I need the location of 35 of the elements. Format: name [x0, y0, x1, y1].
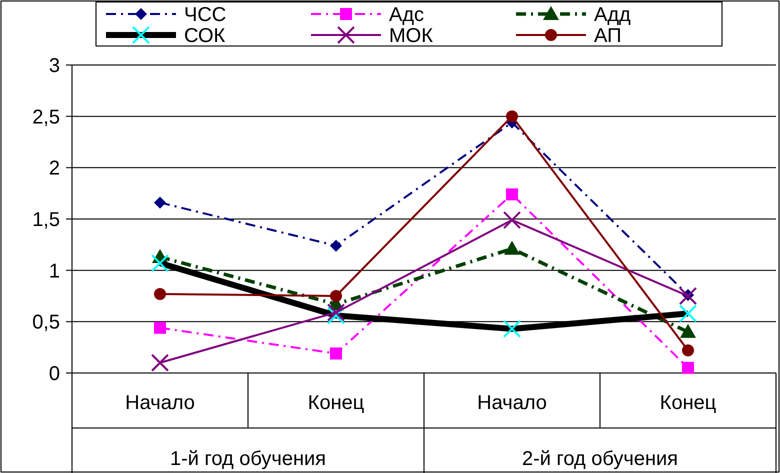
y-tick-label: 0,5	[32, 312, 60, 334]
legend-label: СОК	[184, 25, 226, 47]
legend-label: АП	[594, 25, 622, 47]
y-tick-label: 0	[48, 363, 60, 385]
point	[330, 240, 342, 252]
text: 1-й год обучения	[170, 448, 326, 470]
point	[330, 347, 342, 360]
point	[682, 344, 694, 356]
y-tick-label: 3	[48, 55, 60, 77]
x-tick-label: Начало	[125, 392, 195, 414]
point	[680, 324, 696, 338]
legend-label: ЧСС	[184, 4, 226, 26]
point	[506, 188, 518, 200]
point	[504, 240, 520, 255]
point	[330, 290, 342, 302]
text: 2-й год обучения	[522, 448, 678, 470]
legend-label: МОК	[389, 25, 434, 47]
x-tick-label: Конец	[308, 392, 364, 414]
y-tick-label: 1	[48, 260, 60, 282]
point	[506, 110, 518, 122]
legend-label: Адд	[594, 4, 632, 26]
legend-label: Адс	[389, 4, 424, 26]
y-tick-label: 2	[48, 158, 60, 180]
point	[679, 287, 697, 305]
y-tick-label: 1,5	[32, 209, 60, 231]
point	[154, 322, 166, 334]
point	[503, 211, 521, 230]
y-tick-label: 2,5	[32, 106, 60, 128]
point	[154, 196, 166, 209]
point	[154, 288, 166, 300]
point	[151, 354, 169, 372]
point	[682, 362, 694, 374]
x-tick-label: Начало	[477, 392, 547, 414]
x-tick-label: Конец	[660, 392, 716, 414]
point	[327, 303, 345, 322]
